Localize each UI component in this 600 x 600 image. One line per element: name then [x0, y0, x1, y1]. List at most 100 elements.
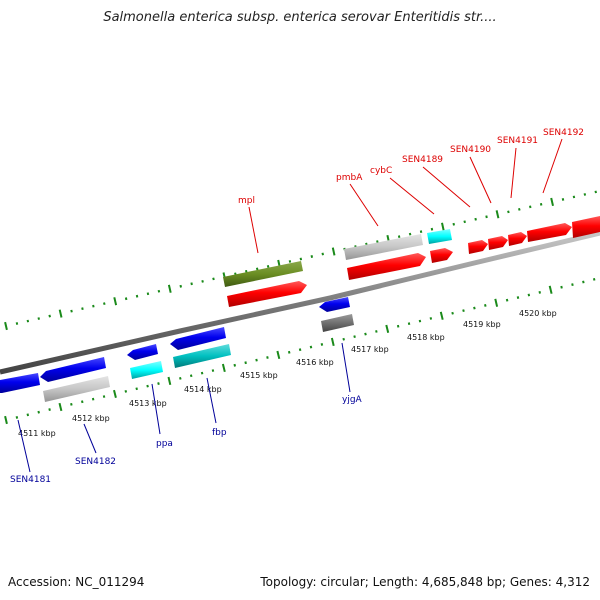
- genome-backbone: [0, 230, 600, 375]
- scale-tick: [81, 400, 84, 404]
- gene-label-SEN4190[interactable]: SEN4190: [450, 145, 491, 155]
- scale-tick: [495, 210, 500, 219]
- gene-feature[interactable]: [223, 261, 303, 287]
- gene-feature[interactable]: [572, 216, 600, 238]
- scale-tick: [266, 265, 270, 268]
- scale-tick: [505, 298, 509, 302]
- scale-label: 4517 kbp: [351, 345, 389, 354]
- inner-scale-ticks: [4, 277, 596, 425]
- scale-tick: [572, 195, 576, 199]
- leader-line: [422, 166, 471, 208]
- gene-feature[interactable]: [227, 281, 307, 307]
- scale-tick: [103, 302, 106, 306]
- scale-label: 4511 kbp: [18, 429, 56, 438]
- scale-tick: [200, 371, 204, 375]
- scale-tick: [135, 387, 138, 391]
- scale-label: 4515 kbp: [240, 371, 278, 380]
- scale-tick: [146, 384, 149, 388]
- scale-tick: [4, 415, 8, 425]
- scale-tick: [507, 210, 510, 214]
- scale-tick: [321, 252, 324, 256]
- scale-tick: [135, 294, 139, 298]
- scale-tick: [26, 319, 30, 323]
- gene-feature[interactable]: [427, 229, 452, 244]
- gene-feature[interactable]: [347, 253, 426, 280]
- gene-label-yjgA[interactable]: yjgA: [342, 395, 363, 405]
- gene-feature[interactable]: [321, 314, 354, 332]
- leader-line: [83, 423, 97, 454]
- gene-label-fbp[interactable]: fbp: [212, 428, 227, 438]
- reverse-gene-labels: SEN4181 SEN4182 ppa fbp yjgA: [10, 342, 363, 485]
- gene-feature[interactable]: [488, 236, 508, 250]
- reverse-genes: [0, 297, 354, 402]
- scale-tick: [364, 332, 367, 336]
- scale-tick: [462, 309, 465, 313]
- scale-tick: [48, 408, 51, 412]
- scale-tick: [179, 284, 182, 288]
- gene-label-SEN4192[interactable]: SEN4192: [543, 128, 584, 138]
- gene-feature[interactable]: [127, 344, 158, 360]
- scale-tick: [48, 314, 51, 318]
- scale-tick: [288, 260, 292, 263]
- scale-tick: [376, 240, 379, 244]
- scale-tick: [58, 402, 63, 412]
- gene-label-mpl[interactable]: mpl: [238, 196, 255, 206]
- scale-tick: [385, 324, 390, 333]
- gene-label-pmbA[interactable]: pmbA: [336, 173, 363, 183]
- scale-tick: [548, 285, 553, 294]
- scale-tick: [331, 247, 336, 256]
- scale-tick: [594, 190, 597, 194]
- scale-label: 4512 kbp: [72, 414, 110, 423]
- scale-tick: [244, 361, 247, 365]
- leader-line: [469, 156, 492, 204]
- scale-tick: [201, 279, 204, 283]
- scale-tick: [37, 410, 40, 414]
- scale-tick: [408, 232, 412, 236]
- scale-tick: [582, 280, 585, 284]
- scale-tick: [92, 304, 95, 308]
- scale-tick: [452, 222, 455, 226]
- gene-feature[interactable]: [130, 361, 163, 379]
- leader-line: [248, 206, 259, 254]
- scale-tick: [113, 389, 117, 399]
- scale-tick: [430, 227, 434, 231]
- scale-tick: [190, 282, 193, 286]
- scale-tick: [375, 330, 378, 333]
- scale-tick: [353, 335, 356, 339]
- scale-tick: [429, 317, 433, 320]
- gene-feature[interactable]: [0, 373, 40, 393]
- gene-feature[interactable]: [40, 357, 106, 382]
- scale-tick: [113, 297, 118, 306]
- gene-label-ppa[interactable]: ppa: [156, 439, 173, 449]
- gene-feature[interactable]: [430, 248, 453, 263]
- leader-line: [17, 419, 31, 473]
- scale-tick: [309, 345, 313, 349]
- scale-tick: [276, 350, 281, 360]
- gene-feature[interactable]: [344, 234, 423, 260]
- gene-label-SEN4189[interactable]: SEN4189: [402, 155, 443, 165]
- scale-tick: [418, 319, 422, 323]
- scale-tick: [451, 311, 454, 315]
- scale-label: 4518 kbp: [407, 333, 445, 342]
- gene-feature[interactable]: [468, 240, 488, 254]
- scale-tick: [255, 358, 258, 362]
- gene-feature[interactable]: [170, 327, 226, 350]
- gene-label-SEN4182[interactable]: SEN4182: [75, 457, 116, 467]
- scale-tick: [494, 298, 499, 307]
- scale-tick: [15, 322, 19, 325]
- forward-gene-labels: mpl pmbA cybC SEN4189 SEN4190 SEN4191 SE…: [238, 128, 584, 254]
- scale-tick: [221, 363, 226, 373]
- gene-label-SEN4181[interactable]: SEN4181: [10, 475, 51, 485]
- gene-feature[interactable]: [508, 232, 527, 246]
- topology-label: Topology: circular; Length: 4,685,848 bp…: [260, 575, 590, 589]
- gene-feature[interactable]: [43, 376, 110, 402]
- scale-tick: [124, 297, 128, 301]
- gene-feature[interactable]: [173, 344, 231, 368]
- gene-label-cybC[interactable]: cybC: [370, 166, 392, 176]
- gene-feature[interactable]: [527, 223, 572, 242]
- gene-feature[interactable]: [319, 297, 350, 312]
- scale-label: 4513 kbp: [129, 399, 167, 408]
- gene-label-SEN4191[interactable]: SEN4191: [497, 136, 538, 146]
- scale-tick: [157, 289, 161, 293]
- scale-tick: [516, 296, 520, 300]
